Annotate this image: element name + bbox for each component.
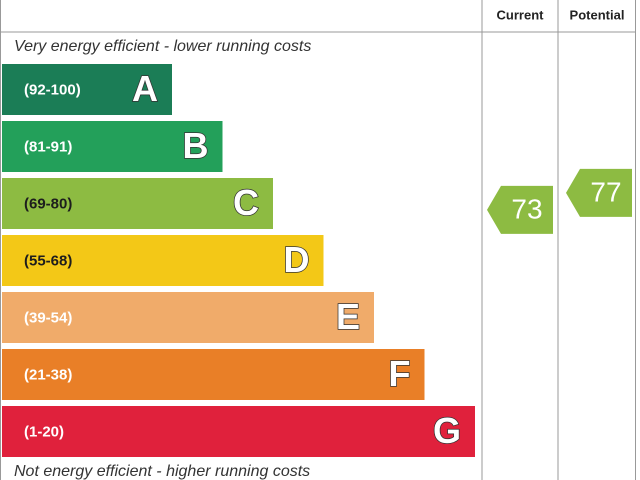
band-range: (1-20): [24, 423, 64, 440]
column-header: Potential: [570, 7, 625, 22]
band-range: (92-100): [24, 81, 81, 98]
bottom-note: Not energy efficient - higher running co…: [14, 463, 310, 480]
band-letter: G: [433, 410, 461, 451]
rating-arrow: [566, 168, 632, 217]
band: [2, 292, 374, 343]
rating-value: 77: [590, 176, 621, 207]
band: [2, 406, 475, 457]
rating-arrow: [487, 185, 553, 234]
band-range: (55-68): [24, 252, 72, 269]
band-range: (69-80): [24, 195, 72, 212]
band: [2, 64, 172, 115]
top-note: Very energy efficient - lower running co…: [14, 38, 311, 55]
band-letter: A: [132, 68, 158, 109]
column-header: Current: [497, 7, 545, 22]
band-letter: E: [336, 296, 360, 337]
band-range: (39-54): [24, 309, 72, 326]
band-range: (21-38): [24, 366, 72, 383]
band-letter: B: [183, 125, 209, 166]
band: [2, 121, 223, 172]
band-letter: D: [284, 239, 310, 280]
rating-value: 73: [511, 193, 542, 224]
band-letter: F: [389, 353, 411, 394]
band-range: (81-91): [24, 138, 72, 155]
band: [2, 349, 425, 400]
band: [2, 235, 324, 286]
band-letter: C: [233, 182, 259, 223]
band: [2, 178, 273, 229]
